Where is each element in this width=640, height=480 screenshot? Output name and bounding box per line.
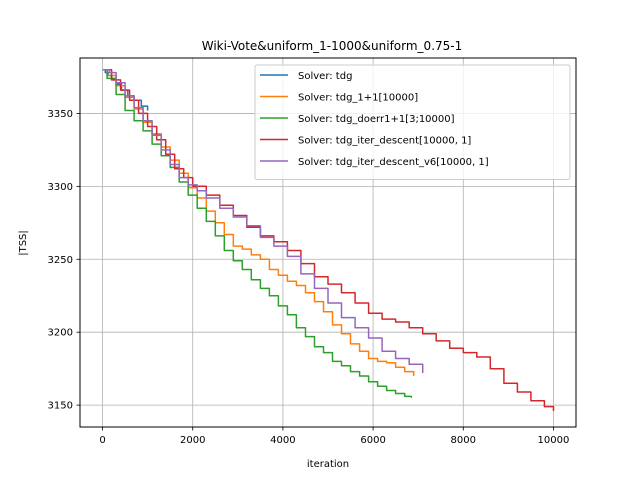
y-tick-label: 3300 [48,182,73,193]
x-tick-label: 10000 [538,435,570,446]
legend-entry-2: Solver: tdg_doerr1+1[3;10000] [298,114,455,125]
x-tick-label: 8000 [451,435,476,446]
x-axis-ticks: 0 2000 4000 6000 8000 10000 [99,427,569,446]
x-axis-label: iteration [307,459,349,470]
y-axis-label: |TSS| [18,230,29,256]
y-axis-ticks: 3150 3200 3250 3300 3350 [48,109,80,412]
series-line-3 [102,68,555,411]
series-line-4 [102,68,424,373]
y-tick-label: 3150 [48,401,73,412]
series-lines [102,68,555,411]
x-tick-label: 4000 [270,435,295,446]
chart-title: Wiki-Vote&uniform_1-1000&uniform_0.75-1 [202,39,463,53]
y-tick-label: 3250 [48,255,73,266]
x-tick-label: 0 [99,435,105,446]
legend-entry-1: Solver: tdg_1+1[10000] [298,93,418,104]
series-line-2 [102,68,413,398]
y-tick-label: 3350 [48,109,73,120]
x-tick-label: 6000 [360,435,385,446]
x-tick-label: 2000 [180,435,205,446]
legend-entry-3: Solver: tdg_iter_descent[10000, 1] [298,136,471,147]
legend-box [254,64,571,180]
legend: Solver: tdg Solver: tdg_1+1[10000] Solver:… [254,64,571,180]
y-tick-label: 3200 [48,328,73,339]
legend-entry-0: Solver: tdg [298,71,352,82]
plot-area-frame [79,57,577,428]
series-line-0 [102,68,149,111]
legend-entry-4: Solver: tdg_iter_descent_v6[10000, 1] [298,157,489,168]
